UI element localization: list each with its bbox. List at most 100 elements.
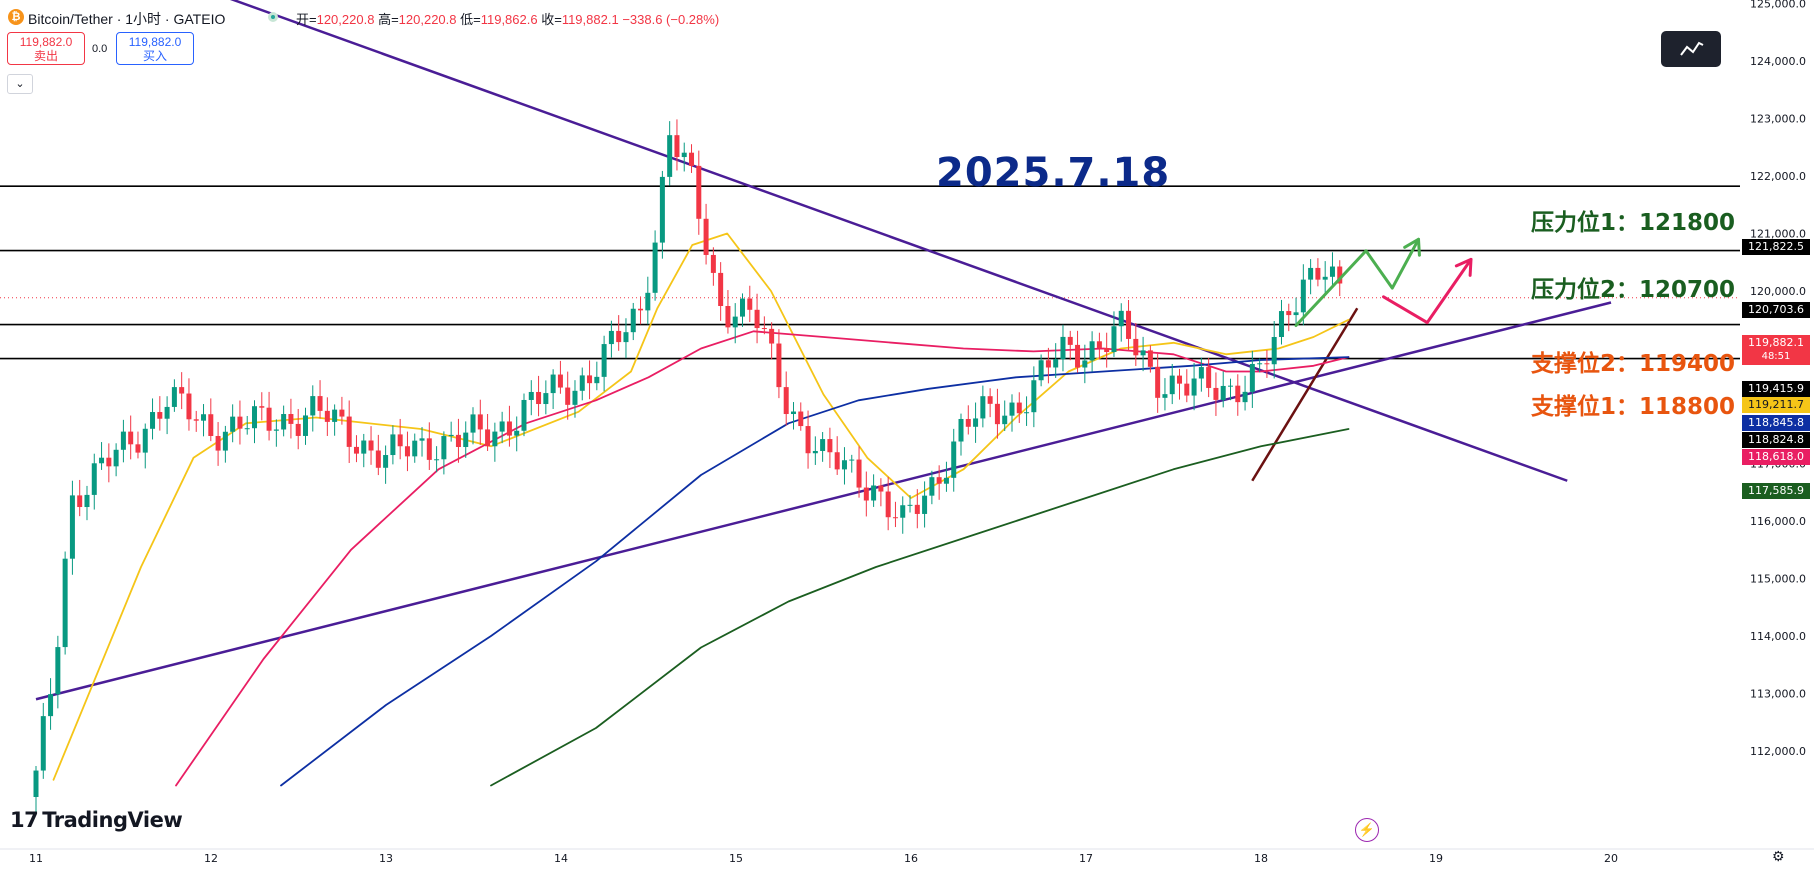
candle-body	[383, 455, 389, 468]
candle-body	[120, 431, 126, 450]
candle-body	[965, 418, 971, 427]
y-tick-label: 113,000.0	[1750, 688, 1806, 701]
candle-body	[419, 438, 425, 441]
candle-body	[346, 416, 352, 447]
candle-body	[222, 431, 228, 451]
close-label: 收=	[541, 12, 562, 27]
candle-body	[1111, 326, 1117, 353]
tradingview-logo-icon: 17	[10, 808, 39, 832]
candle-body	[987, 396, 993, 404]
candle-body	[1053, 359, 1059, 368]
candle-body	[849, 459, 855, 461]
candle-body	[128, 431, 134, 445]
candle-body	[1315, 267, 1321, 280]
candle-body	[740, 298, 746, 317]
candle-body	[747, 298, 753, 310]
candle-body	[710, 254, 716, 273]
y-tick-label: 125,000.0	[1750, 0, 1806, 11]
candle-body	[142, 428, 148, 453]
candle-body	[565, 387, 571, 405]
candle-body	[1220, 385, 1226, 400]
open-label: 开=	[296, 12, 317, 27]
candle-body	[557, 374, 563, 388]
candle-body	[412, 440, 418, 457]
buy-label: 买入	[142, 49, 167, 63]
candle-body	[718, 272, 724, 307]
candle-body	[1249, 363, 1255, 392]
candle-body	[77, 495, 83, 508]
candle-body	[827, 439, 833, 453]
high-value: 120,220.8	[398, 12, 457, 27]
price-axis-tag: 120,703.6	[1742, 302, 1810, 318]
candle-body	[805, 426, 811, 454]
candle-body	[150, 412, 156, 429]
candle-body	[674, 135, 680, 158]
chevron-down-icon[interactable]: ⌄	[7, 74, 33, 94]
candle-body	[186, 393, 192, 420]
y-tick-label: 116,000.0	[1750, 515, 1806, 528]
moving-average-line	[175, 330, 1350, 787]
candle-body	[630, 308, 636, 333]
candle-body	[521, 399, 527, 431]
candle-body	[441, 436, 447, 460]
settings-icon[interactable]: ⚙	[1772, 848, 1785, 864]
candle-body	[790, 411, 796, 415]
candle-body	[361, 440, 367, 454]
candle-body	[594, 376, 600, 384]
resistance-level-2: 压力位2：120700	[1531, 277, 1736, 303]
candle-body	[776, 343, 782, 388]
candle-body	[252, 406, 258, 429]
price-axis-tag-value: 119,211.7	[1748, 398, 1804, 411]
candle-body	[608, 330, 614, 345]
candle-body	[506, 421, 512, 436]
candle-body	[1067, 336, 1073, 345]
candle-body	[528, 391, 534, 400]
trendline	[229, 0, 1568, 482]
candle-body	[434, 459, 440, 461]
price-axis-tag-countdown: 48:51	[1761, 351, 1791, 362]
x-tick-label: 15	[729, 852, 743, 865]
symbol-title[interactable]: Bitcoin/Tether · 1小时 · GATEIO	[28, 11, 226, 27]
sell-button[interactable]: 119,882.0 卖出	[7, 32, 85, 65]
x-tick-label: 19	[1429, 852, 1443, 865]
price-axis-tag: 117,585.9	[1742, 483, 1810, 499]
candle-body	[1118, 310, 1124, 327]
trendline	[1251, 307, 1359, 482]
projection-arrowhead	[1403, 237, 1421, 257]
candle-body	[1242, 391, 1248, 403]
candle-body	[288, 414, 294, 424]
plot-area	[0, 0, 1740, 814]
tradingview-logo[interactable]: 17 TradingView	[10, 808, 183, 832]
candle-body	[943, 477, 949, 484]
candle-body	[273, 429, 279, 431]
price-axis-tag-value: 119,415.9	[1748, 382, 1804, 395]
candle-body	[1082, 360, 1088, 368]
candle-body	[645, 292, 651, 311]
moving-average-line	[490, 428, 1350, 787]
candle-body	[40, 716, 46, 771]
candle-body	[69, 495, 75, 559]
line-chart-icon[interactable]	[1661, 31, 1721, 67]
candle-body	[769, 328, 775, 344]
x-tick-label: 16	[904, 852, 918, 865]
candle-body	[179, 387, 185, 394]
ohlc-readout: 开=120,220.8 高=120,220.8 低=119,862.6 收=11…	[296, 9, 719, 28]
support-level-2: 支撑位2：119400	[1531, 351, 1736, 377]
candle-body	[958, 418, 964, 442]
candle-body	[973, 418, 979, 427]
price-axis-tag: 119,211.7	[1742, 397, 1810, 413]
candle-body	[856, 459, 862, 488]
x-tick-label: 17	[1079, 852, 1093, 865]
candle-body	[164, 406, 170, 419]
candle-body	[1213, 387, 1219, 400]
buy-button[interactable]: 119,882.0 买入	[116, 32, 194, 65]
x-tick-label: 12	[204, 852, 218, 865]
candle-body	[754, 309, 760, 329]
candle-body	[878, 485, 884, 492]
candle-body	[703, 218, 709, 255]
candle-body	[1300, 279, 1306, 313]
lightning-icon[interactable]: ⚡	[1355, 818, 1379, 842]
candle-body	[1177, 375, 1183, 384]
